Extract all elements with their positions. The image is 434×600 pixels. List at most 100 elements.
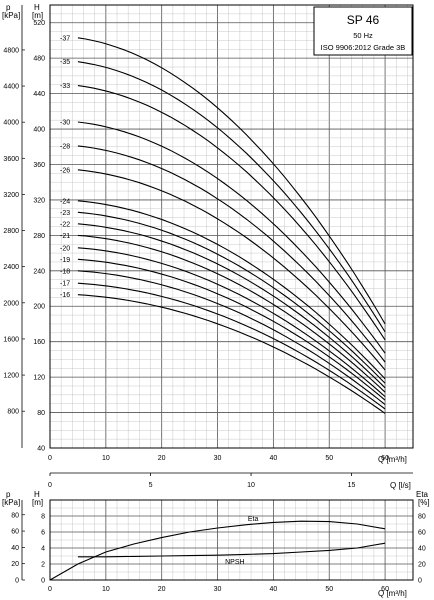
stage-curve-label: -26: [60, 167, 70, 174]
bottom-head-tick-label: 0: [41, 578, 45, 585]
stage-curve-label: -37: [60, 35, 70, 42]
head-tick-label: 440: [33, 91, 45, 98]
pressure-tick-label: 3200: [3, 192, 19, 199]
bottom-head-tick-label: 4: [41, 546, 45, 553]
top-plot-frame: [49, 4, 414, 449]
eta-tick-label: 80: [418, 514, 426, 521]
stage-curve-label: -28: [60, 143, 70, 150]
bottom-pressure-tick-label: 0: [15, 578, 19, 585]
bottom-pressure-tick-label: 40: [11, 545, 19, 552]
stage-curve-label: -21: [60, 233, 70, 240]
stage-curve-label: -22: [60, 221, 70, 228]
flow-tick-label: 10: [102, 455, 110, 462]
stage-curve-label: -16: [60, 292, 70, 299]
eta-tick-label: 60: [418, 530, 426, 537]
stage-curve: [77, 61, 386, 333]
flow-axis-label: Q [m³/h]: [378, 455, 407, 464]
stage-curve-label: -19: [60, 257, 70, 264]
head-tick-label: 400: [33, 127, 45, 134]
flow-tick-label: 30: [214, 455, 222, 462]
stage-curve: [77, 270, 386, 406]
flow-tick-label: 40: [269, 455, 277, 462]
stage-curve: [77, 234, 386, 393]
eta-curve-label: Eta: [248, 516, 259, 523]
pressure-unit-symbol: p: [6, 3, 11, 12]
bottom-plot-grid: [21, 499, 414, 581]
head-tick-label: 280: [33, 233, 45, 240]
bottom-head-tick-label: 6: [41, 530, 45, 537]
bottom-flow-tick-label: 30: [214, 586, 222, 593]
standard-label: ISO 9906:2012 Grade 3B: [321, 43, 406, 52]
bottom-pressure-tick-label: 20: [11, 561, 19, 568]
stage-curve-label: -23: [60, 210, 70, 217]
bottom-flow-tick-label: 10: [102, 586, 110, 593]
title-box: SP 46 50 Hz ISO 9906:2012 Grade 3B: [313, 6, 413, 56]
bottom-head-tick-label: 2: [41, 562, 45, 569]
bottom-pressure-unit: [kPa]: [2, 498, 20, 507]
pressure-tick-label: 3600: [3, 156, 19, 163]
flow-ls-tick-label: 0: [48, 482, 52, 489]
pressure-tick-label: 4000: [3, 120, 19, 127]
head-tick-label: 320: [33, 197, 45, 204]
bottom-flow-tick-label: 50: [325, 586, 333, 593]
head-tick-label: 80: [37, 410, 45, 417]
eta-tick-label: 40: [418, 546, 426, 553]
model-title: SP 46: [347, 13, 380, 27]
stage-curve: [77, 37, 386, 325]
stage-curve-label: -35: [60, 59, 70, 66]
flow-ls-tick-label: 5: [149, 482, 153, 489]
pressure-tick-label: 4800: [3, 47, 19, 54]
top-plot-curves: [77, 37, 386, 414]
stage-curve-label: -24: [60, 198, 70, 205]
npsh-curve: [77, 542, 386, 558]
eta-curve: [49, 520, 386, 581]
stage-curve: [77, 223, 386, 389]
flow-ls-axis-label: Q [l/s]: [390, 481, 411, 490]
stage-curve: [77, 121, 386, 354]
flow-tick-label: 0: [48, 455, 52, 462]
pressure-tick-label: 2400: [3, 264, 19, 271]
stage-curve-label: -33: [60, 83, 70, 90]
bottom-head-unit: [m]: [32, 498, 43, 507]
stage-curve: [77, 200, 386, 380]
pressure-tick-label: 2800: [3, 228, 19, 235]
stage-curve: [77, 282, 386, 410]
stage-curve: [77, 294, 386, 414]
pressure-unit: [kPa]: [2, 11, 20, 20]
stage-curve-label: -17: [60, 281, 70, 288]
pressure-tick-label: 1600: [3, 336, 19, 343]
stage-curve: [77, 145, 386, 363]
bottom-flow-tick-label: 0: [48, 586, 52, 593]
eta-unit-symbol: Eta: [416, 490, 429, 499]
bottom-flow-tick-label: 20: [158, 586, 166, 593]
stage-curve: [77, 247, 386, 398]
stage-curve: [77, 258, 386, 401]
flow-ls-tick-label: 15: [348, 482, 356, 489]
bottom-flow-axis-label: Q [m³/h]: [378, 589, 407, 598]
head-tick-label: 520: [33, 20, 45, 27]
bottom-axis-units: p [kPa] H [m] Eta [%] Q [m³/h]: [2, 490, 430, 598]
bottom-plot-curves: [49, 520, 386, 581]
head-unit: [m]: [32, 11, 43, 20]
eta-tick-label: 0: [418, 578, 422, 585]
stage-curve-label: -30: [60, 119, 70, 126]
bottom-pressure-unit-symbol: p: [6, 490, 11, 499]
npsh-curve-label: NPSH: [225, 559, 244, 566]
eta-tick-label: 20: [418, 562, 426, 569]
eta-unit: [%]: [418, 498, 430, 507]
flow-tick-label: 50: [325, 455, 333, 462]
head-tick-label: 120: [33, 375, 45, 382]
bottom-plot-frame: [49, 499, 414, 581]
stage-curve-label: -20: [60, 245, 70, 252]
pressure-tick-label: 4400: [3, 84, 19, 91]
stage-curve-label: -18: [60, 268, 70, 275]
bottom-flow-tick-label: 40: [269, 586, 277, 593]
head-tick-label: 160: [33, 339, 45, 346]
head-tick-label: 480: [33, 56, 45, 63]
head-unit-symbol: H: [34, 3, 40, 12]
flow-ls-tick-label: 10: [247, 482, 255, 489]
top-plot-grid: [21, 4, 414, 474]
